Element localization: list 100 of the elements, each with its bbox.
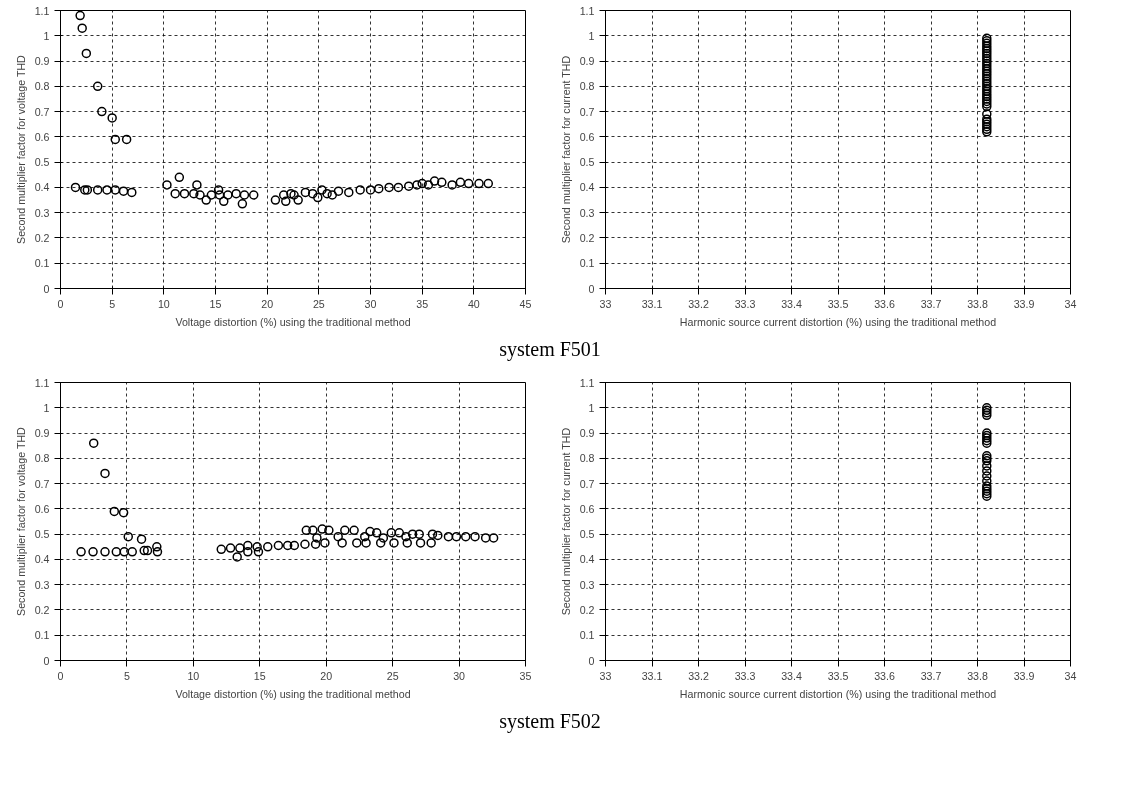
y-axis-title: Second multiplier factor for current THD [559, 55, 572, 244]
x-tick-label: 33.7 [920, 297, 942, 310]
x-tick-label: 33.8 [967, 669, 988, 682]
y-tick-label: 0 [588, 654, 595, 667]
y-tick-label: 0 [43, 654, 50, 667]
x-tick-label: 5 [109, 297, 116, 310]
y-tick-label: 0.6 [34, 502, 50, 515]
y-axis-title: Second multiplier factor for current THD [559, 427, 572, 616]
y-tick-label: 0.3 [579, 578, 595, 591]
y-tick-label: 0.5 [34, 156, 50, 169]
y-tick-label: 0 [43, 282, 50, 295]
y-tick-label: 0.3 [579, 206, 595, 219]
x-tick-label: 20 [261, 297, 274, 310]
x-tick-label: 33.9 [1013, 669, 1035, 682]
x-tick-label: 33.6 [874, 669, 895, 682]
x-tick-label: 35 [519, 669, 532, 682]
text: system F501 [499, 337, 601, 363]
y-tick-label: 0.5 [579, 156, 595, 169]
x-tick-label: 34 [1064, 297, 1077, 310]
y-tick-label: 0.5 [579, 528, 595, 541]
x-tick-label: 33.7 [920, 669, 942, 682]
x-tick-label: 40 [467, 297, 480, 310]
y-tick-label: 0.2 [34, 231, 50, 244]
x-tick-label: 33 [599, 669, 612, 682]
x-tick-label: 33.5 [827, 297, 849, 310]
y-tick-label: 0.1 [579, 257, 595, 270]
x-tick-label: 10 [187, 669, 200, 682]
x-axis-title: Voltage distortion (%) using the traditional method [175, 687, 411, 700]
x-tick-label: 15 [253, 669, 266, 682]
x-tick-label: 45 [519, 297, 532, 310]
x-tick-label: 33.4 [781, 669, 802, 682]
x-tick-label: 30 [453, 669, 466, 682]
x-tick-label: 20 [320, 669, 333, 682]
x-axis-title: Voltage distortion (%) using the traditional method [175, 315, 411, 328]
x-tick-label: 0 [57, 297, 64, 310]
y-tick-label: 1.1 [579, 376, 595, 389]
y-tick-label: 0.9 [579, 427, 595, 440]
y-tick-label: 0.9 [34, 427, 50, 440]
x-tick-label: 33.3 [734, 297, 756, 310]
x-tick-label: 25 [386, 669, 399, 682]
y-tick-label: 0.6 [579, 502, 595, 515]
x-tick-label: 33.9 [1013, 297, 1035, 310]
x-tick-label: 30 [364, 297, 377, 310]
y-tick-label: 0.2 [579, 603, 595, 616]
x-tick-label: 33.2 [688, 297, 709, 310]
x-tick-label: 33.4 [781, 297, 802, 310]
y-tick-label: 0.1 [34, 629, 50, 642]
x-tick-label: 15 [209, 297, 222, 310]
y-tick-label: 0.9 [579, 55, 595, 68]
y-tick-label: 1.1 [579, 4, 595, 17]
y-tick-label: 0.9 [34, 55, 50, 68]
point [982, 476, 992, 486]
y-tick-label: 1 [588, 401, 595, 414]
point [982, 466, 992, 476]
y-axis-title: Second multiplier factor for voltage THD [14, 426, 27, 616]
y-tick-label: 0.1 [34, 257, 50, 270]
x-tick-label: 33.3 [734, 669, 756, 682]
point [982, 461, 992, 471]
y-tick-label: 0.7 [34, 105, 50, 118]
y-tick-label: 1.1 [34, 4, 50, 17]
y-tick-label: 0.8 [579, 452, 595, 465]
text: system F502 [499, 709, 601, 735]
y-tick-label: 1.1 [34, 376, 50, 389]
x-tick-label: 0 [57, 669, 64, 682]
y-tick-label: 0.4 [579, 553, 595, 566]
y-tick-label: 1 [43, 401, 50, 414]
x-axis-title: Harmonic source current distortion (%) using the traditional method [679, 687, 997, 700]
y-tick-label: 0.2 [579, 231, 595, 244]
x-tick-label: 25 [312, 297, 325, 310]
y-tick-label: 0.7 [34, 477, 50, 490]
y-tick-label: 0.2 [34, 603, 50, 616]
x-axis-title: Harmonic source current distortion (%) using the traditional method [679, 315, 997, 328]
y-tick-label: 0.3 [34, 578, 50, 591]
y-axis-title: Second multiplier factor for voltage THD [14, 54, 27, 244]
y-tick-label: 0.5 [34, 528, 50, 541]
x-tick-label: 35 [416, 297, 429, 310]
y-tick-label: 0.1 [579, 629, 595, 642]
x-tick-label: 33 [599, 297, 612, 310]
y-tick-label: 0.3 [34, 206, 50, 219]
y-tick-label: 0.4 [34, 181, 50, 194]
x-tick-label: 33.2 [688, 669, 709, 682]
x-tick-label: 33.6 [874, 297, 895, 310]
y-tick-label: 0.8 [34, 452, 50, 465]
y-tick-label: 1 [43, 29, 50, 42]
x-tick-label: 10 [157, 297, 170, 310]
y-tick-label: 0 [588, 282, 595, 295]
y-tick-label: 0.4 [579, 181, 595, 194]
y-tick-label: 0.7 [579, 105, 595, 118]
x-tick-label: 33.5 [827, 669, 849, 682]
y-tick-label: 1 [588, 29, 595, 42]
x-tick-label: 5 [123, 669, 130, 682]
y-tick-label: 0.6 [579, 130, 595, 143]
point [982, 471, 992, 481]
x-tick-label: 34 [1064, 669, 1077, 682]
point [982, 109, 992, 119]
x-tick-label: 33.1 [641, 669, 663, 682]
y-tick-label: 0.7 [579, 477, 595, 490]
x-tick-label: 33.1 [641, 297, 663, 310]
y-tick-label: 0.8 [34, 80, 50, 93]
y-tick-label: 0.6 [34, 130, 50, 143]
